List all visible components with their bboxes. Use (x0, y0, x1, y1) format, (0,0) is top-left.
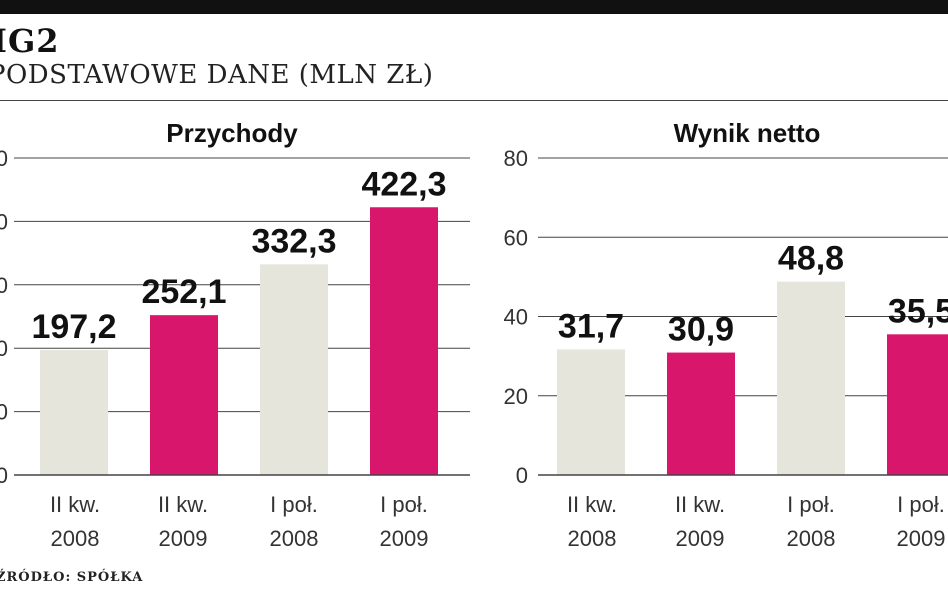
category-label: I poł. (897, 492, 945, 517)
category-label: II kw. (567, 492, 617, 517)
y-tick-label: 0 (0, 463, 8, 488)
category-label: 2009 (897, 526, 946, 551)
y-tick-label: 500 (0, 146, 8, 171)
chart-panel-2: Wynik netto 0 20 40 60 80 31,7 II kw. 2008 30,9 II… (504, 118, 948, 551)
bar (150, 315, 218, 475)
bar (370, 207, 438, 476)
category-label: 2008 (270, 526, 319, 551)
category-label: II kw. (50, 492, 100, 517)
value-label: 197,2 (31, 308, 116, 346)
subtitle: PODSTAWOWE DANE (MLN ZŁ) (0, 60, 434, 90)
value-label: 48,8 (778, 240, 844, 278)
category-label: 2008 (568, 526, 617, 551)
bar (40, 349, 108, 475)
category-label: 2008 (787, 526, 836, 551)
y-tick-label: 200 (0, 336, 8, 361)
chart-title: Wynik netto (674, 118, 821, 148)
value-label: 31,7 (558, 307, 624, 345)
y-tick-label: 60 (504, 225, 528, 250)
category-label: II kw. (158, 492, 208, 517)
y-tick-label: 20 (504, 384, 528, 409)
company-name: IG2 (0, 22, 60, 60)
value-label: 252,1 (141, 273, 226, 311)
y-tick-label: 40 (504, 305, 528, 330)
chart-title: Przychody (166, 118, 298, 148)
divider (0, 100, 948, 101)
value-label: 332,3 (251, 222, 336, 260)
bar (260, 264, 328, 475)
value-label: 422,3 (361, 165, 446, 203)
category-label: I poł. (787, 492, 835, 517)
y-tick-label: 0 (516, 463, 528, 488)
category-label: 2009 (676, 526, 725, 551)
bar (887, 334, 948, 475)
y-tick-label: 100 (0, 400, 8, 425)
y-tick-label: 300 (0, 273, 8, 298)
y-tick-label: 400 (0, 209, 8, 234)
category-label: 2009 (380, 526, 429, 551)
bar (557, 349, 625, 475)
bar (667, 352, 735, 475)
category-label: I poł. (380, 492, 428, 517)
source-note: ŹRÓDŁO: SPÓŁKA (0, 570, 144, 585)
value-label: 35,5 (888, 292, 948, 330)
category-label: 2009 (159, 526, 208, 551)
category-label: 2008 (51, 526, 100, 551)
value-label: 30,9 (668, 311, 734, 349)
category-label: II kw. (675, 492, 725, 517)
category-label: I poł. (270, 492, 318, 517)
chart-panel-1: Przychody 0 100 200 300 400 500 197,2 II kw. 2008… (0, 118, 470, 551)
y-tick-label: 80 (504, 146, 528, 171)
top-bar (0, 0, 948, 14)
bar (777, 281, 845, 475)
